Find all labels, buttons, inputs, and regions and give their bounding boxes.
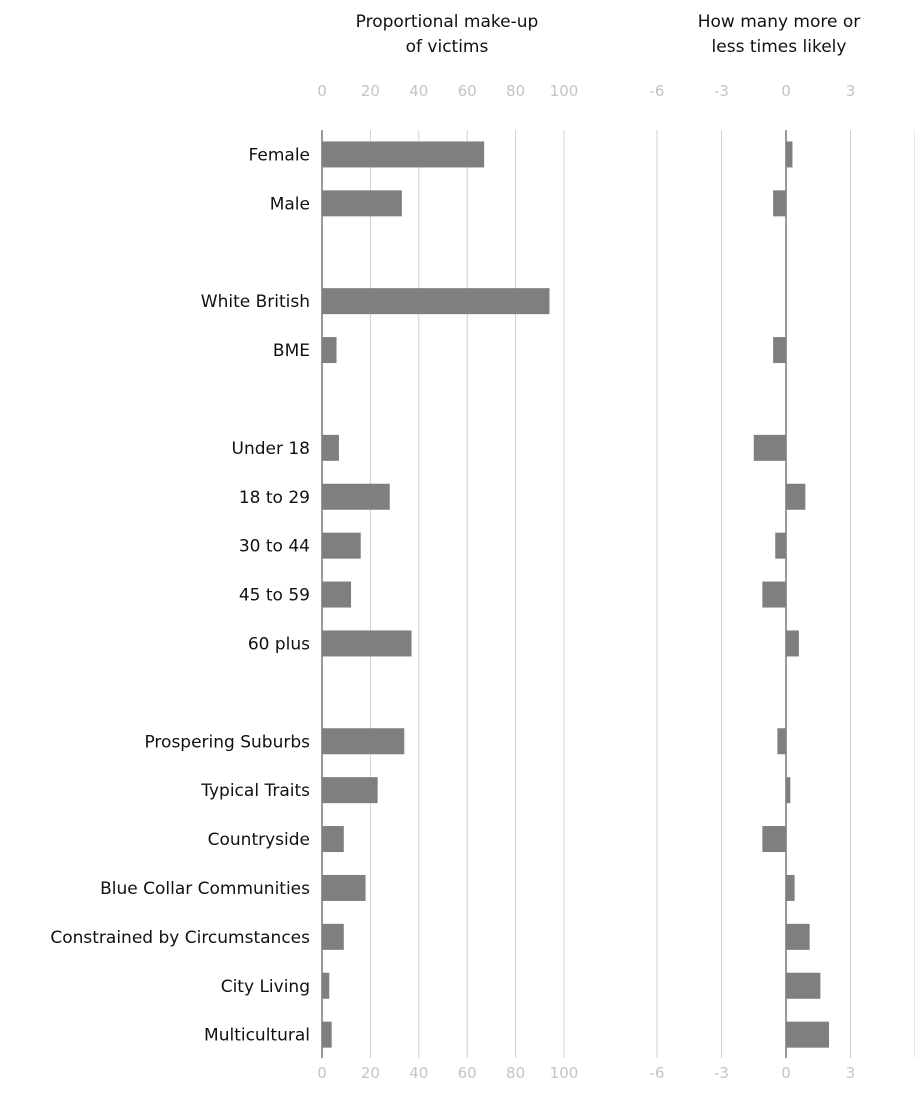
right-bar [786, 483, 806, 510]
right-bar [786, 923, 810, 950]
category-label: City Living [221, 977, 310, 997]
right-bar [786, 972, 821, 999]
left-bar [322, 630, 412, 657]
category-label: White British [201, 292, 310, 312]
category-label: Prospering Suburbs [144, 732, 310, 752]
left-title-line-2: of victims [406, 37, 489, 57]
left-top-tick-label: 60 [458, 82, 477, 100]
left-top-tick-label: 0 [317, 82, 327, 100]
left-bar [322, 777, 378, 804]
left-bottom-tick-label: 100 [550, 1064, 579, 1082]
right-chart-title: How many more or less times likely [698, 12, 861, 57]
category-label: Under 18 [232, 439, 311, 459]
left-top-tick-label: 20 [361, 82, 380, 100]
right-top-tick-label: -3 [714, 82, 729, 100]
right-bar [786, 777, 791, 804]
right-top-tick-label: 0 [781, 82, 791, 100]
left-top-tick-label: 80 [506, 82, 525, 100]
right-bar [773, 190, 786, 217]
left-title-line-1: Proportional make-up [356, 12, 539, 32]
right-bar [786, 1021, 829, 1048]
left-bar [322, 288, 550, 315]
left-bar [322, 483, 390, 510]
category-label: 18 to 29 [239, 488, 310, 508]
category-labels: Female Male White British BME Under 18 18 to … [50, 145, 310, 1045]
left-top-tick-label: 100 [550, 82, 579, 100]
left-bottom-tick-label: 80 [506, 1064, 525, 1082]
right-bottom-tick-label: 0 [781, 1064, 791, 1082]
right-bar [786, 630, 799, 657]
right-bar [777, 728, 786, 755]
category-label: Male [270, 194, 310, 214]
left-bar [322, 1021, 332, 1048]
right-top-tick-label: 3 [846, 82, 856, 100]
category-label: Typical Traits [200, 781, 310, 801]
right-bar [762, 581, 786, 608]
category-label: Constrained by Circumstances [50, 928, 310, 948]
right-bar [775, 532, 786, 559]
left-bar [322, 434, 339, 461]
right-bottom-tick-label: 3 [846, 1064, 856, 1082]
category-label: 60 plus [248, 634, 310, 654]
category-label: 30 to 44 [239, 537, 310, 557]
right-top-tick-label: -6 [650, 82, 665, 100]
right-bottom-tick-label: -3 [714, 1064, 729, 1082]
category-label: 45 to 59 [239, 586, 310, 606]
right-title-line-2: less times likely [712, 37, 847, 57]
left-bar [322, 190, 402, 217]
right-bar [753, 434, 786, 461]
right-bar [786, 141, 793, 168]
left-bar-chart: 0 0 20 20 40 40 60 60 80 80 100 100 [317, 82, 578, 1082]
category-label: Countryside [208, 830, 310, 850]
left-bar [322, 826, 344, 853]
left-top-tick-label: 40 [409, 82, 428, 100]
right-title-line-1: How many more or [698, 12, 861, 32]
left-bottom-tick-label: 60 [458, 1064, 477, 1082]
left-bottom-tick-label: 0 [317, 1064, 327, 1082]
left-bar [322, 874, 366, 901]
right-bar [786, 874, 795, 901]
category-label: Multicultural [204, 1026, 310, 1046]
left-bar [322, 581, 352, 608]
left-bar [322, 972, 330, 999]
left-bottom-tick-label: 20 [361, 1064, 380, 1082]
left-bar [322, 532, 361, 559]
category-label: Blue Collar Communities [100, 879, 310, 899]
left-bar [322, 337, 337, 364]
left-bar [322, 923, 344, 950]
left-chart-title: Proportional make-up of victims [356, 12, 539, 57]
left-bar [322, 728, 405, 755]
right-bottom-tick-label: -6 [650, 1064, 665, 1082]
category-label: Female [249, 145, 310, 165]
right-bar [762, 826, 786, 853]
right-bar-chart: -6-6-3-3003366 [650, 82, 915, 1082]
left-bar [322, 141, 485, 168]
left-bottom-tick-label: 40 [409, 1064, 428, 1082]
right-bar [773, 337, 786, 364]
category-label: BME [273, 341, 310, 361]
